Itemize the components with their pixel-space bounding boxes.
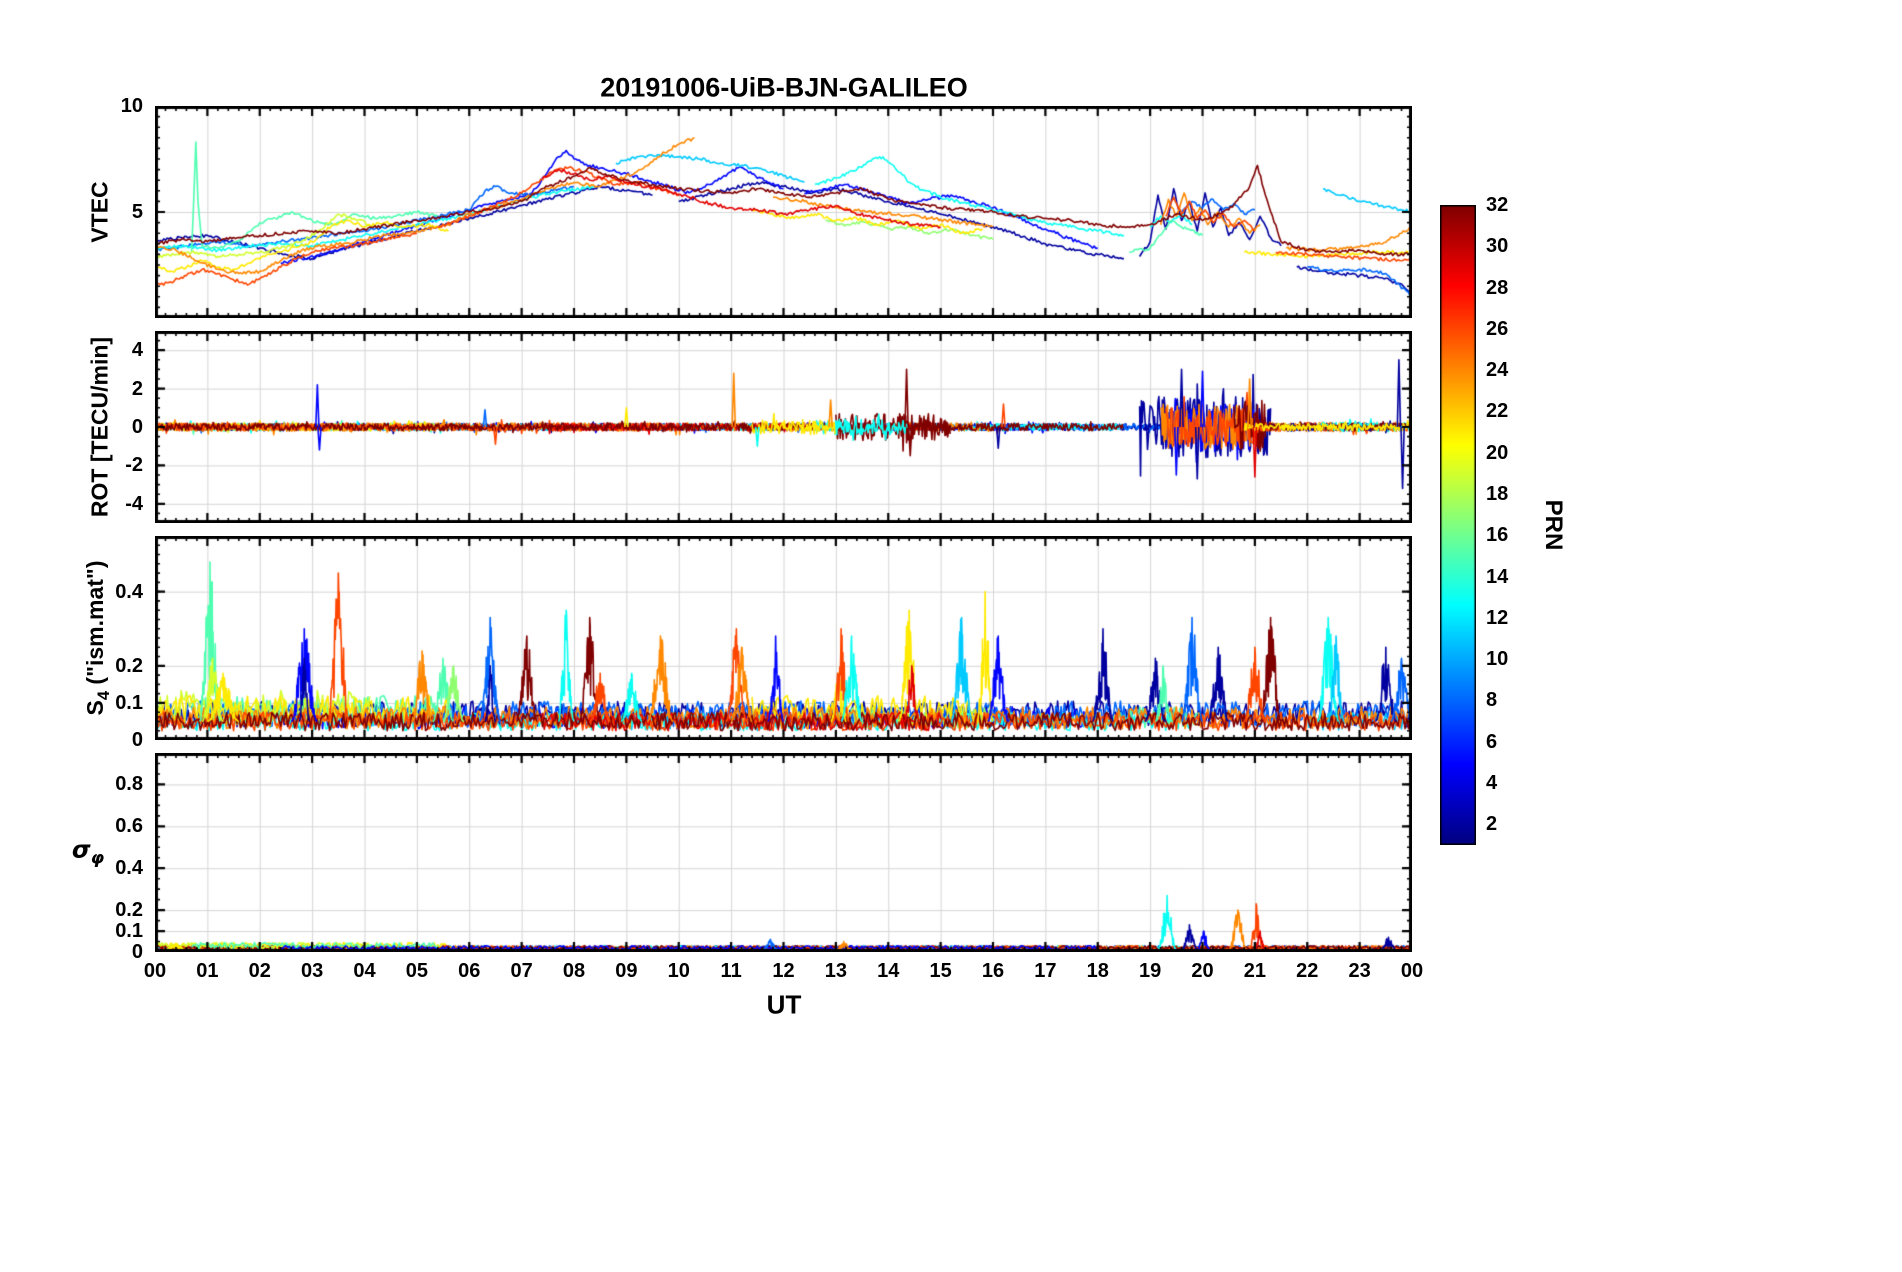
x-tick-label: 17 — [1034, 960, 1057, 982]
colorbar-tick-label: 6 — [1486, 730, 1498, 753]
rot-axis-label: ROT [TECU/min] — [86, 336, 113, 518]
vtec-panel-canvas — [155, 106, 1412, 318]
colorbar-tick-label: 10 — [1486, 648, 1509, 671]
y-tick-label: 0.2 — [115, 899, 143, 922]
x-tick-label: 14 — [877, 960, 900, 982]
x-tick-label: 05 — [405, 960, 428, 982]
colorbar-tick-label: 28 — [1486, 276, 1509, 299]
x-tick-label: 11 — [720, 960, 742, 982]
x-tick-label: 21 — [1243, 960, 1266, 982]
s4-panel-canvas — [155, 536, 1412, 740]
x-tick-label: 00 — [1400, 960, 1424, 982]
colorbar-tick-label: 12 — [1486, 606, 1509, 629]
colorbar-tick-label: 8 — [1486, 689, 1498, 712]
x-axis-label: UT — [766, 989, 802, 1020]
x-tick-label: 16 — [981, 960, 1005, 982]
colorbar-tick-label: 2 — [1486, 813, 1498, 836]
rot-panel-canvas — [155, 331, 1412, 523]
s4-axis-label: S4 ("ism.mat") — [82, 560, 113, 716]
x-tick-label: 04 — [353, 960, 376, 982]
x-tick-label: 02 — [248, 960, 271, 982]
colorbar-tick-label: 30 — [1486, 235, 1509, 258]
y-tick-label: 0 — [131, 729, 143, 751]
vtec-axis-label: VTEC — [86, 181, 113, 243]
colorbar-tick-label: 14 — [1486, 565, 1509, 588]
x-tick-label: 18 — [1086, 960, 1109, 982]
x-tick-label: 23 — [1348, 960, 1371, 982]
sigma-phi-axis-label: σφ — [71, 835, 105, 869]
prn-colorbar — [1440, 205, 1476, 845]
x-tick-label: 00 — [143, 960, 167, 982]
colorbar-tick-label: 16 — [1486, 524, 1509, 547]
colorbar-tick-label: 26 — [1486, 317, 1509, 340]
y-tick-label: 0.1 — [115, 920, 143, 943]
x-tick-label: 12 — [772, 960, 795, 982]
x-tick-label: 01 — [196, 960, 219, 982]
x-tick-label: 13 — [824, 960, 847, 982]
x-tick-label: 06 — [458, 960, 481, 982]
colorbar-tick-label: 32 — [1486, 194, 1509, 216]
colorbar-tick-label: 24 — [1486, 359, 1509, 382]
chart-title: 20191006-UiB-BJN-GALILEO — [600, 72, 968, 103]
y-tick-label: 0.8 — [115, 773, 143, 796]
y-tick-label: 10 — [120, 95, 143, 117]
x-tick-label: 03 — [301, 960, 324, 982]
x-tick-label: 20 — [1191, 960, 1214, 982]
x-tick-label: 09 — [615, 960, 638, 982]
sigma-phi-panel-canvas — [155, 753, 1412, 952]
x-tick-label: 15 — [929, 960, 952, 982]
colorbar-tick-label: 4 — [1486, 772, 1498, 795]
colorbar-tick-label: 18 — [1486, 483, 1509, 506]
x-tick-label: 22 — [1296, 960, 1319, 982]
colorbar-tick-label: 22 — [1486, 400, 1509, 423]
x-tick-label: 08 — [562, 960, 586, 982]
colorbar-tick-label: 20 — [1486, 441, 1509, 464]
x-tick-label: 07 — [510, 960, 533, 982]
y-tick-label: 0 — [131, 941, 143, 963]
x-tick-label: 19 — [1139, 960, 1162, 982]
colorbar-label: PRN — [1540, 499, 1567, 551]
x-tick-label: 10 — [667, 960, 690, 982]
